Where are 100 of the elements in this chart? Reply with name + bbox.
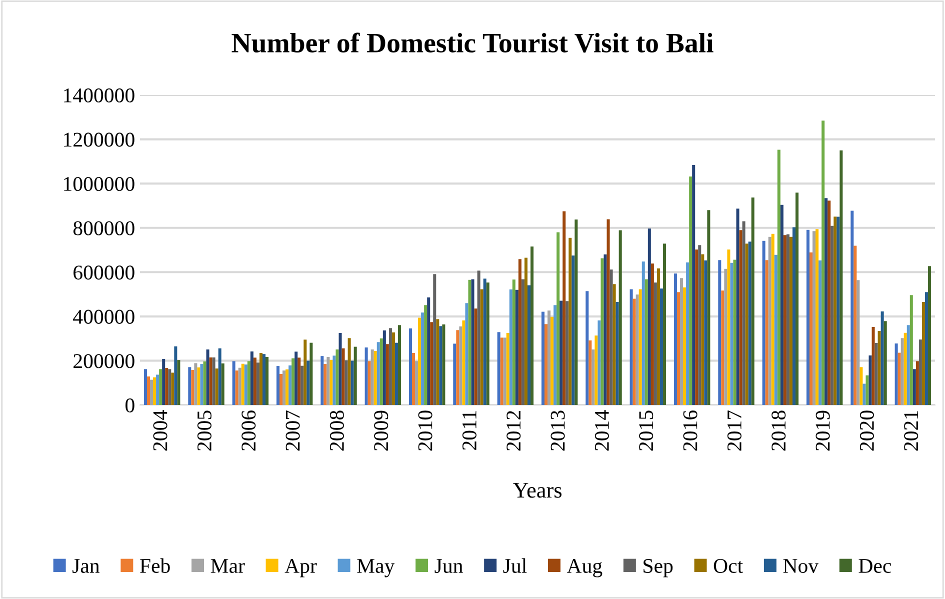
bar (206, 349, 210, 405)
bar (560, 300, 563, 405)
bar (880, 311, 884, 405)
bar (566, 301, 569, 405)
bar (408, 328, 412, 405)
bar (247, 361, 250, 405)
bar (480, 289, 484, 405)
x-axis-title: Years (512, 482, 562, 498)
bar (300, 366, 304, 405)
bar (654, 282, 657, 405)
bar (203, 361, 206, 405)
bar (212, 357, 216, 405)
x-tick-label: 2017 (727, 410, 742, 451)
bar (256, 362, 260, 405)
y-tick-label: 0 (126, 398, 134, 412)
bar (698, 245, 702, 405)
legend-label: Apr (284, 559, 317, 578)
x-tick-label: 2014 (594, 410, 609, 451)
y-tick-label: 400000 (73, 310, 134, 324)
bar (215, 368, 218, 405)
bar (606, 219, 610, 405)
bar (497, 332, 500, 405)
bar (904, 332, 907, 405)
bar (259, 352, 262, 405)
bar (916, 361, 919, 405)
bar (518, 259, 522, 405)
legend-label: Oct (714, 558, 743, 573)
y-tick-label: 600000 (74, 266, 134, 280)
bar (471, 279, 474, 405)
bar (250, 351, 254, 405)
bar (660, 288, 664, 405)
bar (253, 358, 256, 405)
bar (878, 331, 881, 405)
bar (165, 368, 168, 405)
x-tick-label: 2004 (153, 410, 168, 451)
bar (612, 284, 616, 405)
bar (604, 254, 607, 405)
bar (922, 302, 925, 405)
bar (415, 361, 418, 405)
bar (144, 369, 147, 405)
legend-label: Sep (644, 558, 673, 578)
bar (830, 226, 834, 405)
bar (286, 369, 289, 405)
bar (554, 305, 557, 405)
bar (376, 342, 380, 405)
x-tick-label: 2007 (286, 410, 300, 451)
bar (824, 198, 828, 405)
bar (630, 289, 633, 405)
legend-label: Nov (783, 559, 819, 573)
bar (374, 350, 377, 405)
bar (364, 347, 368, 405)
bar (459, 326, 462, 405)
legend-label: Mar (210, 559, 245, 573)
bar (616, 302, 619, 405)
bar (780, 204, 784, 405)
bar (188, 367, 192, 405)
bar (600, 258, 604, 405)
bar (218, 348, 222, 405)
bar (674, 273, 677, 405)
bar (468, 280, 472, 405)
bar (868, 355, 872, 405)
bar (588, 340, 592, 405)
bar (701, 254, 704, 405)
bar (828, 200, 831, 405)
bar (642, 262, 645, 405)
bar (598, 320, 601, 405)
bar (610, 269, 613, 405)
bar (191, 370, 194, 405)
bar (332, 356, 336, 405)
legend-label: Aug (566, 559, 602, 578)
bar (796, 192, 799, 405)
x-tick-label: 2021 (904, 411, 918, 451)
bar (336, 349, 339, 405)
bar (382, 330, 386, 405)
bar (418, 318, 422, 405)
bar (456, 330, 460, 405)
bar (197, 367, 200, 405)
bar (306, 360, 310, 405)
bar (704, 260, 708, 405)
bar (439, 326, 442, 405)
bar (618, 230, 622, 405)
bar (834, 216, 837, 405)
bar (768, 236, 772, 405)
bar (310, 342, 313, 405)
bar (465, 303, 468, 405)
bar (386, 344, 389, 405)
bar (774, 254, 778, 405)
bar (663, 244, 666, 405)
bar (430, 322, 434, 405)
x-tick-label: 2009 (374, 410, 388, 451)
x-tick-label: 2005 (197, 410, 212, 451)
bar (771, 234, 774, 405)
bar (398, 325, 402, 405)
bar (718, 260, 722, 405)
bar (483, 278, 486, 405)
bar (320, 356, 324, 405)
bar (860, 367, 863, 405)
bar (394, 342, 398, 405)
bar (683, 287, 686, 405)
bar (348, 338, 351, 405)
